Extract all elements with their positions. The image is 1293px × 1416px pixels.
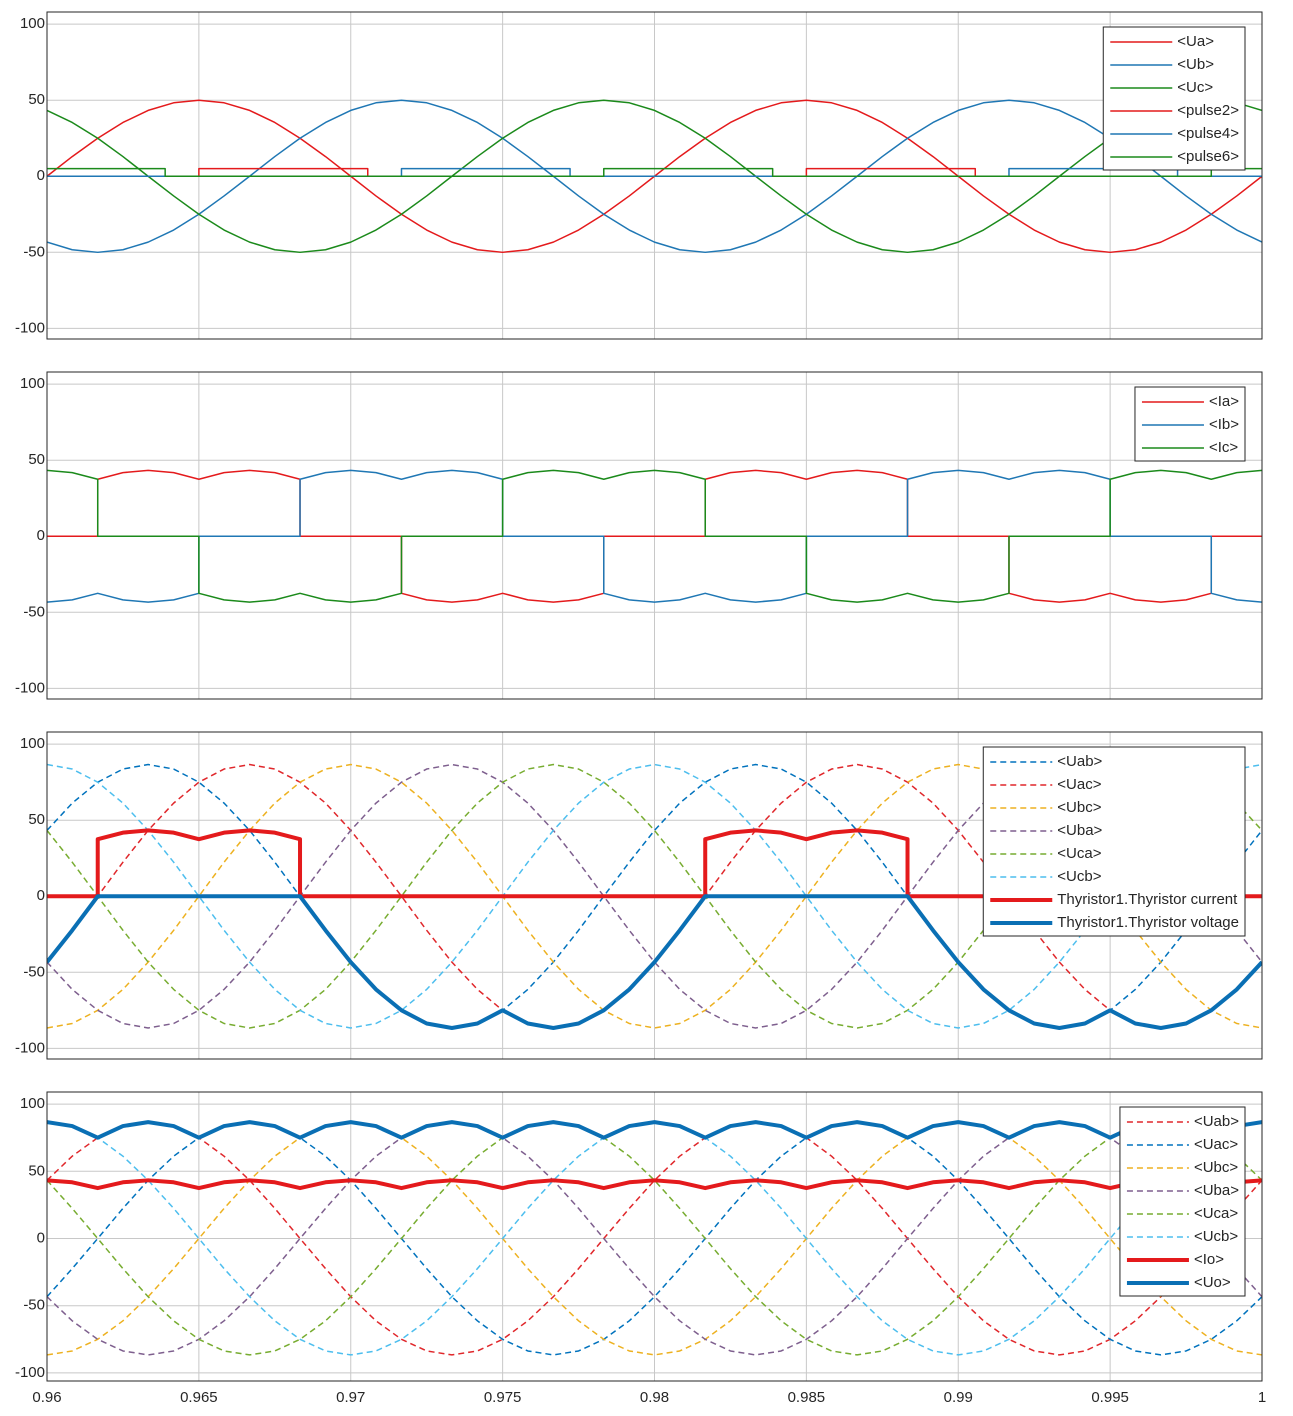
- legend-label: <Ubc>: [1194, 1159, 1238, 1176]
- plot-border: [46, 1091, 1263, 1382]
- series-line: [47, 763, 1262, 1029]
- legend-label: Thyristor1.Thyristor voltage: [1057, 914, 1239, 931]
- x-tick-label: 0.995: [1091, 1389, 1129, 1406]
- x-tick-label: 0.99: [944, 1389, 973, 1406]
- y-tick-label: 100: [20, 1095, 45, 1112]
- x-tick-label: 0.965: [180, 1389, 218, 1406]
- legend-label: <Uac>: [1194, 1136, 1238, 1153]
- x-tick-label: 1: [1258, 1389, 1266, 1406]
- panel: -100 -50 0 50 100 <Ia> <Ib> <Ic>: [15, 371, 1263, 700]
- y-tick-label: 50: [28, 451, 45, 468]
- legend-label: <Ua>: [1177, 33, 1214, 50]
- legend-label: <Ucb>: [1194, 1228, 1238, 1245]
- legend: <Uab> <Uac> <Ubc> <Uba> <Uca> <Ucb> <Io> <Uo>: [1119, 1106, 1246, 1297]
- series-line: [47, 469, 1262, 603]
- legend-label: <Ubc>: [1057, 799, 1101, 816]
- y-tick-label: -50: [23, 1297, 45, 1314]
- y-tick-label: 50: [28, 91, 45, 108]
- legend-label: <Uca>: [1194, 1205, 1238, 1222]
- legend-label: <Ib>: [1209, 416, 1239, 433]
- legend-label: <Uc>: [1177, 79, 1213, 96]
- legend-box: [1119, 1106, 1246, 1297]
- legend-label: <Ia>: [1209, 393, 1239, 410]
- y-tick-label: 0: [37, 167, 45, 184]
- series-line: [47, 469, 1262, 603]
- legend: <Uab> <Uac> <Ubc> <Uba> <Uca> <Ucb> Thyristor1…: [982, 746, 1246, 937]
- legend-box: [1102, 26, 1246, 171]
- y-tick-label: -100: [15, 319, 45, 336]
- y-tick-label: -100: [15, 679, 45, 696]
- y-tick-label: -100: [15, 1039, 45, 1056]
- legend-label: <Ub>: [1177, 56, 1214, 73]
- series-line: [47, 1178, 1262, 1191]
- legend-label: <Uab>: [1194, 1113, 1239, 1130]
- x-tick-label: 0.97: [336, 1389, 365, 1406]
- plot-border: [46, 11, 1263, 340]
- series-line: [47, 469, 1262, 603]
- series-line: [47, 1121, 1262, 1356]
- y-tick-label: 50: [28, 1162, 45, 1179]
- legend-label: Thyristor1.Thyristor current: [1057, 891, 1238, 908]
- y-tick-label: 100: [20, 735, 45, 752]
- legend-label: <Io>: [1194, 1251, 1224, 1268]
- x-tick-label: 0.975: [484, 1389, 522, 1406]
- plot-border: [46, 371, 1263, 700]
- legend-label: <Uba>: [1194, 1182, 1239, 1199]
- y-tick-label: -100: [15, 1364, 45, 1381]
- series-group: [47, 469, 1262, 603]
- y-tick-label: 0: [37, 527, 45, 544]
- panel: -100 -50 0 50 100 <Ua> <Ub> <Uc> <pulse2> <pulse4…: [15, 11, 1263, 340]
- series-line: [47, 763, 1262, 1029]
- y-tick-label: 100: [20, 375, 45, 392]
- legend-label: <pulse2>: [1177, 102, 1239, 119]
- series-line: [47, 828, 1262, 899]
- legend-box: [982, 746, 1246, 937]
- series-line: [47, 894, 1262, 1030]
- y-tick-label: -50: [23, 963, 45, 980]
- legend-label: <Ucb>: [1057, 868, 1101, 885]
- y-tick-label: -50: [23, 243, 45, 260]
- x-tick-label: 0.98: [640, 1389, 669, 1406]
- y-tick-label: 100: [20, 15, 45, 32]
- panel: 0.96 0.965 0.97 0.975 0.98 0.985 0.99 0.995 1 -10…: [15, 1091, 1266, 1406]
- legend-label: <Uab>: [1057, 753, 1102, 770]
- legend-label: <Uac>: [1057, 776, 1101, 793]
- series-group: [47, 1120, 1262, 1356]
- legend: <Ia> <Ib> <Ic>: [1134, 386, 1246, 462]
- plot-border: [46, 731, 1263, 1060]
- x-tick-label: 0.96: [32, 1389, 61, 1406]
- legend-label: <Uo>: [1194, 1274, 1231, 1291]
- panel: -100-50050100<Uab><Uac><Ubc><Uba><Uca><U…: [15, 731, 1263, 1060]
- y-tick-label: 0: [37, 1229, 45, 1246]
- y-tick-label: -50: [23, 603, 45, 620]
- series-group: [47, 99, 1262, 254]
- series-line: [47, 1120, 1262, 1140]
- legend-label: <Uba>: [1057, 822, 1102, 839]
- y-tick-label: 0: [37, 887, 45, 904]
- legend-label: <pulse4>: [1177, 125, 1239, 142]
- legend-label: <Ic>: [1209, 439, 1238, 456]
- x-tick-label: 0.985: [788, 1389, 826, 1406]
- series-line: [47, 167, 1262, 178]
- series-line: [47, 1121, 1262, 1356]
- legend: <Ua> <Ub> <Uc> <pulse2> <pulse4> <pulse6>: [1102, 26, 1246, 171]
- legend-label: <Uca>: [1057, 845, 1101, 862]
- y-tick-label: 50: [28, 811, 45, 828]
- legend-label: <pulse6>: [1177, 148, 1239, 165]
